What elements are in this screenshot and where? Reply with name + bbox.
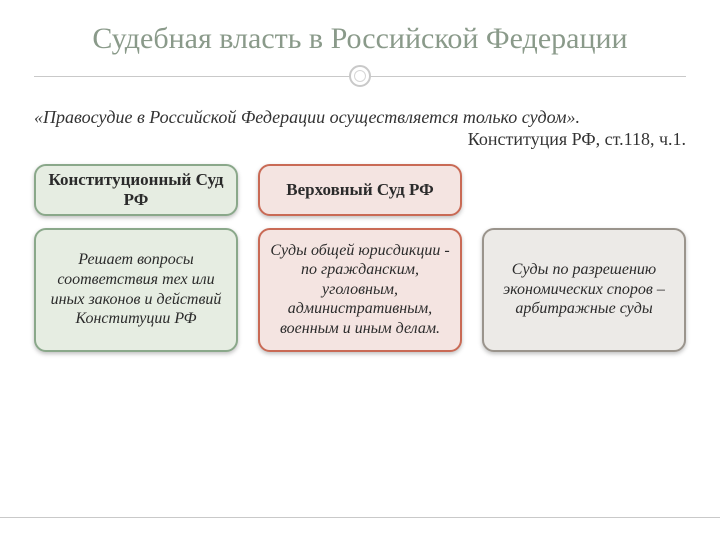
epigraph-citation: Конституция РФ, ст.118, ч.1. — [34, 129, 686, 150]
courts-body-row: Решает вопросы соответствия тех или иных… — [34, 228, 686, 352]
court-header-supreme: Верховный Суд РФ — [258, 164, 462, 216]
court-header-constitutional: Конституционный Суд РФ — [34, 164, 238, 216]
epigraph-quote: «Правосудие в Российской Федерации осуще… — [34, 106, 686, 129]
bottom-rule — [0, 517, 720, 518]
court-body-constitutional: Решает вопросы соответствия тех или иных… — [34, 228, 238, 352]
page-title: Судебная власть в Российской Федерации — [34, 22, 686, 56]
court-header-empty — [482, 164, 686, 216]
court-body-arbitration: Суды по разрешению экономических споров … — [482, 228, 686, 352]
courts-header-row: Конституционный Суд РФ Верховный Суд РФ — [34, 164, 686, 216]
slide: Судебная власть в Российской Федерации «… — [0, 0, 720, 540]
divider-ornament-icon — [349, 65, 371, 87]
title-divider — [34, 62, 686, 92]
court-body-supreme: Суды общей юрисдикции - по гражданским, … — [258, 228, 462, 352]
